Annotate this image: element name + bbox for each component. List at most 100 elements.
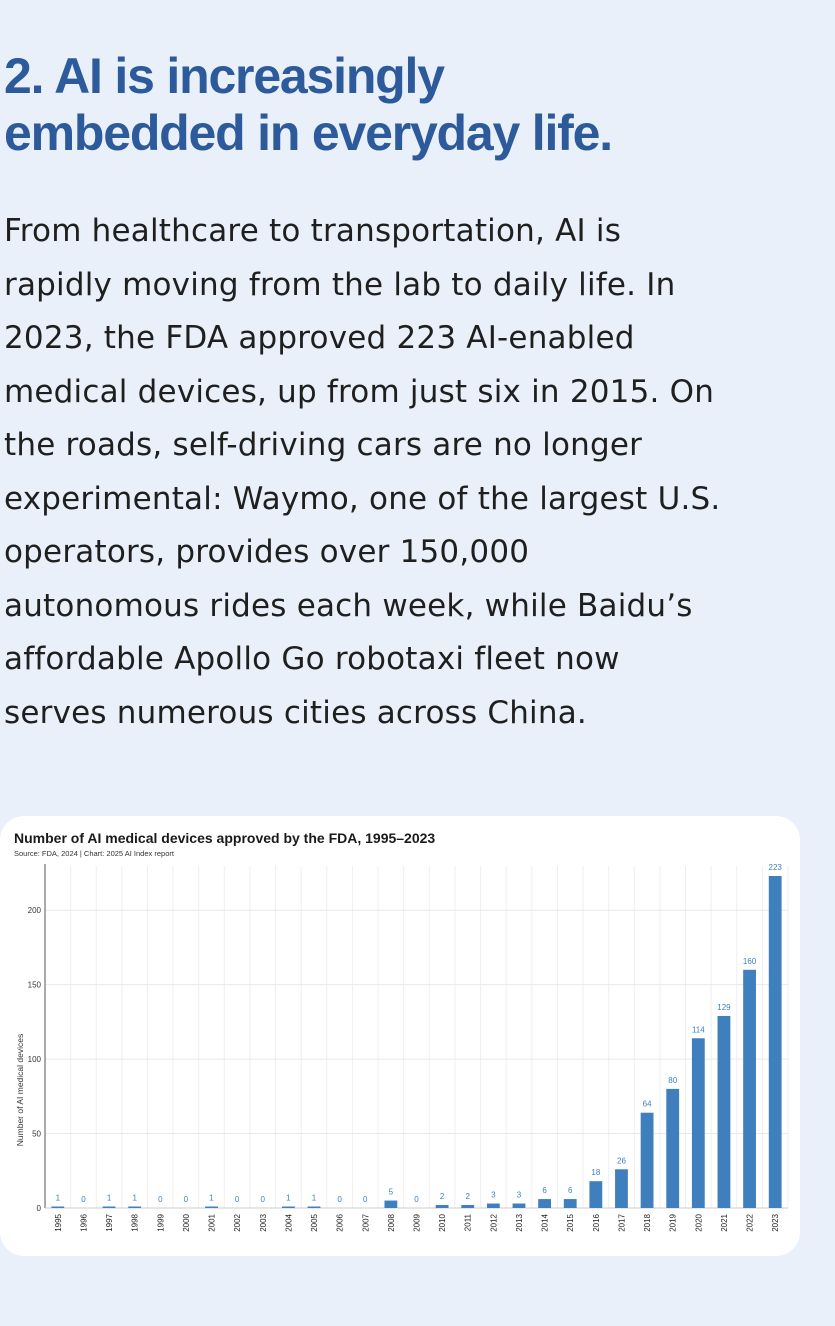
- bar-value-label: 6: [568, 1186, 573, 1195]
- bar: [640, 1112, 654, 1208]
- bar-value-label: 0: [261, 1195, 266, 1204]
- x-tick-label: 2001: [208, 1213, 217, 1231]
- x-tick-label: 2007: [361, 1213, 370, 1231]
- y-tick-label: 150: [28, 981, 42, 990]
- x-tick-label: 2020: [694, 1213, 703, 1231]
- bar-value-label: 0: [235, 1195, 240, 1204]
- chart-subtitle: Source: FDA, 2024 | Chart: 2025 AI Index…: [14, 849, 175, 858]
- bar-value-label: 1: [209, 1194, 214, 1203]
- bar-value-label: 3: [517, 1191, 522, 1200]
- x-tick-label: 1995: [54, 1213, 63, 1231]
- page-heading: 2. AI is increasingly embedded in everyd…: [4, 48, 829, 162]
- body-line: rapidly moving from the lab to daily lif…: [4, 266, 676, 303]
- body-line: medical devices, up from just six in 201…: [4, 373, 715, 410]
- x-tick-label: 1997: [105, 1213, 114, 1231]
- bar-value-label: 0: [414, 1195, 419, 1204]
- x-tick-label: 2000: [182, 1213, 191, 1231]
- bar-value-label: 64: [643, 1100, 652, 1109]
- y-tick-label: 100: [28, 1055, 42, 1064]
- bar-value-label: 1: [56, 1194, 61, 1203]
- x-tick-label: 2014: [541, 1213, 550, 1231]
- bars: [51, 876, 782, 1208]
- x-tick-label: 2023: [771, 1213, 780, 1231]
- bar: [128, 1206, 142, 1208]
- bar-value-label: 26: [617, 1156, 626, 1165]
- bar-value-label: 0: [363, 1195, 368, 1204]
- bar: [615, 1169, 628, 1208]
- x-tick-label: 2012: [489, 1213, 498, 1231]
- bar-value-label: 3: [491, 1191, 496, 1200]
- x-axis-ticks: 1995 1996 1997 1998 1999 2000 2001 2002 2003 2004…: [54, 1213, 780, 1231]
- bar-value-label: 114: [692, 1025, 705, 1034]
- body-line: From healthcare to transportation, AI is: [4, 213, 622, 249]
- bar-value-label: 129: [717, 1003, 731, 1012]
- bar-value-label: 0: [81, 1195, 86, 1204]
- bar: [281, 1206, 295, 1208]
- bar-value-label: 5: [389, 1188, 394, 1197]
- bar: [486, 1203, 500, 1208]
- bar-value-label: 2: [466, 1192, 471, 1201]
- x-tick-label: 2015: [566, 1213, 575, 1231]
- bar: [307, 1206, 321, 1208]
- body-line: operators, provides over 150,000: [4, 534, 530, 570]
- body-line: 2023, the FDA approved 223 AI-enabled: [4, 320, 635, 356]
- x-tick-label: 2008: [387, 1213, 396, 1231]
- x-tick-label: 2005: [310, 1213, 319, 1231]
- x-tick-label: 2010: [438, 1213, 447, 1231]
- body-line: autonomous rides each week, while Baidu’…: [4, 587, 693, 624]
- grid-lines: [44, 864, 789, 1209]
- x-tick-label: 1996: [79, 1213, 88, 1231]
- bar-value-label: 0: [158, 1195, 163, 1204]
- data-labels: 1 0 1 1 0 0 1 0 0 1 1 0 050 2 2 3 3 6 61826648011412916022…: [56, 863, 783, 1204]
- chart-card: Number of AI medical devices approved by…: [0, 816, 800, 1256]
- body-line: affordable Apollo Go robotaxi fleet now: [4, 641, 620, 677]
- bar-value-label: 1: [132, 1194, 137, 1203]
- body-line: serves numerous cities across China.: [4, 694, 587, 731]
- x-tick-label: 2018: [643, 1213, 652, 1231]
- y-axis-ticks: 0 50 100 150 200: [28, 906, 42, 1213]
- bar: [435, 1205, 449, 1208]
- x-tick-label: 2003: [259, 1213, 268, 1231]
- x-tick-label: 1998: [131, 1213, 140, 1231]
- bar-value-label: 1: [107, 1194, 112, 1203]
- x-tick-label: 2011: [464, 1213, 473, 1231]
- body-paragraph: From healthcare to transportation, AI is…: [4, 205, 829, 740]
- x-tick-label: 2016: [592, 1213, 601, 1231]
- bar: [384, 1200, 398, 1208]
- bar-value-label: 0: [184, 1195, 189, 1204]
- bar: [589, 1181, 603, 1208]
- bar: [768, 876, 782, 1208]
- bar-value-label: 2: [440, 1192, 445, 1201]
- bar: [205, 1206, 218, 1208]
- chart-title: Number of AI medical devices approved by…: [14, 830, 435, 846]
- bar: [461, 1205, 475, 1208]
- y-tick-label: 0: [37, 1204, 42, 1213]
- bar: [538, 1199, 552, 1208]
- x-tick-label: 2019: [669, 1213, 678, 1231]
- bar: [743, 969, 756, 1208]
- x-tick-label: 2006: [336, 1213, 345, 1231]
- y-tick-label: 50: [32, 1130, 41, 1139]
- x-tick-label: 1999: [156, 1213, 165, 1231]
- x-tick-label: 2013: [515, 1213, 524, 1231]
- heading-line-1: 2. AI is increasingly: [4, 48, 445, 104]
- heading-line-2: embedded in everyday life.: [4, 105, 613, 161]
- x-tick-label: 2021: [720, 1213, 729, 1231]
- body-line: experimental: Waymo, one of the largest …: [4, 480, 721, 517]
- bar-value-label: 0: [337, 1195, 342, 1204]
- x-tick-label: 2009: [413, 1213, 422, 1231]
- x-tick-label: 2002: [233, 1213, 242, 1231]
- bar: [102, 1206, 116, 1208]
- bar-value-label: 1: [312, 1194, 317, 1203]
- y-axis-label: Number of AI medical devices: [15, 1034, 25, 1146]
- bar: [563, 1199, 577, 1208]
- x-tick-label: 2022: [746, 1213, 755, 1231]
- bar-value-label: 18: [591, 1168, 600, 1177]
- bar-value-label: 6: [542, 1186, 547, 1195]
- bar-value-label: 223: [769, 863, 783, 872]
- body-line: the roads, self-driving cars are no long…: [4, 427, 643, 463]
- bar: [691, 1038, 705, 1208]
- bar-value-label: 80: [668, 1076, 677, 1085]
- y-tick-label: 200: [28, 906, 42, 915]
- x-tick-label: 2017: [617, 1213, 626, 1231]
